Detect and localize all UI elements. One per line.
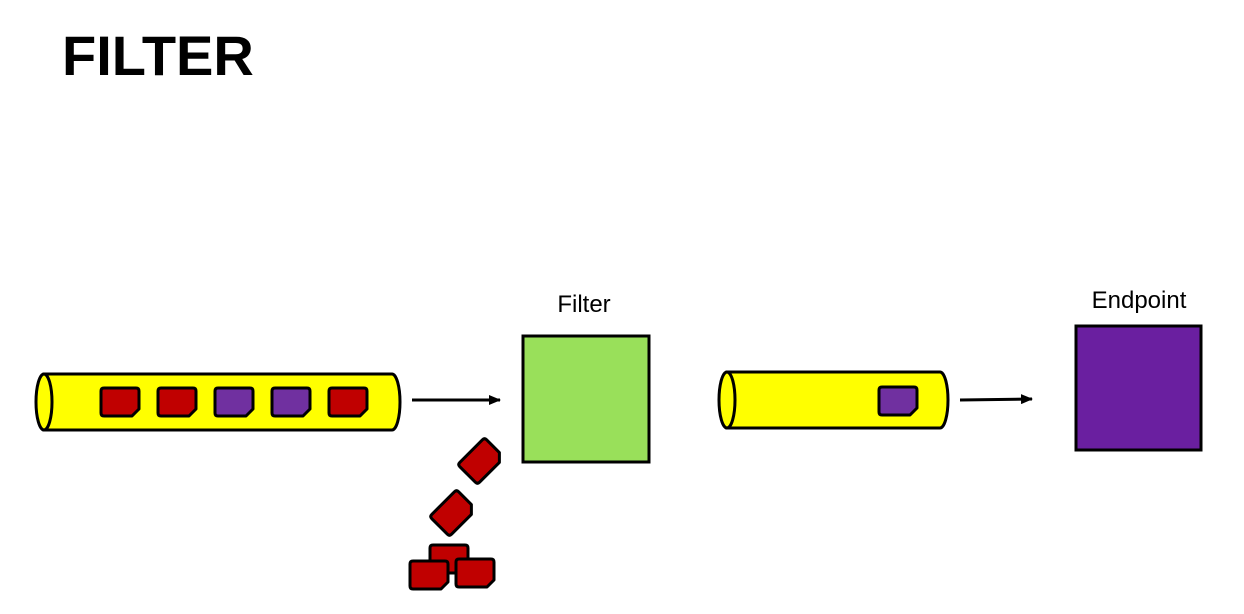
page-title: FILTER	[62, 24, 254, 87]
arrow-to-endpoint	[959, 394, 1033, 405]
message-icon	[454, 557, 496, 589]
message-icon	[457, 437, 501, 485]
message-icon	[429, 489, 473, 537]
endpoint-box	[1074, 324, 1203, 452]
filter-box	[521, 334, 651, 464]
message-icon	[213, 386, 255, 418]
message-icon	[156, 386, 198, 418]
message-icon	[270, 386, 312, 418]
output-pipe-messages	[877, 385, 919, 417]
message-icon	[99, 386, 141, 418]
endpoint-label: Endpoint	[1092, 287, 1187, 314]
message-icon	[327, 386, 369, 418]
filter-label: Filter	[557, 291, 610, 318]
discarded-messages	[408, 437, 501, 591]
input-pipe-messages	[99, 386, 369, 418]
message-icon	[877, 385, 919, 417]
message-icon	[408, 559, 450, 591]
